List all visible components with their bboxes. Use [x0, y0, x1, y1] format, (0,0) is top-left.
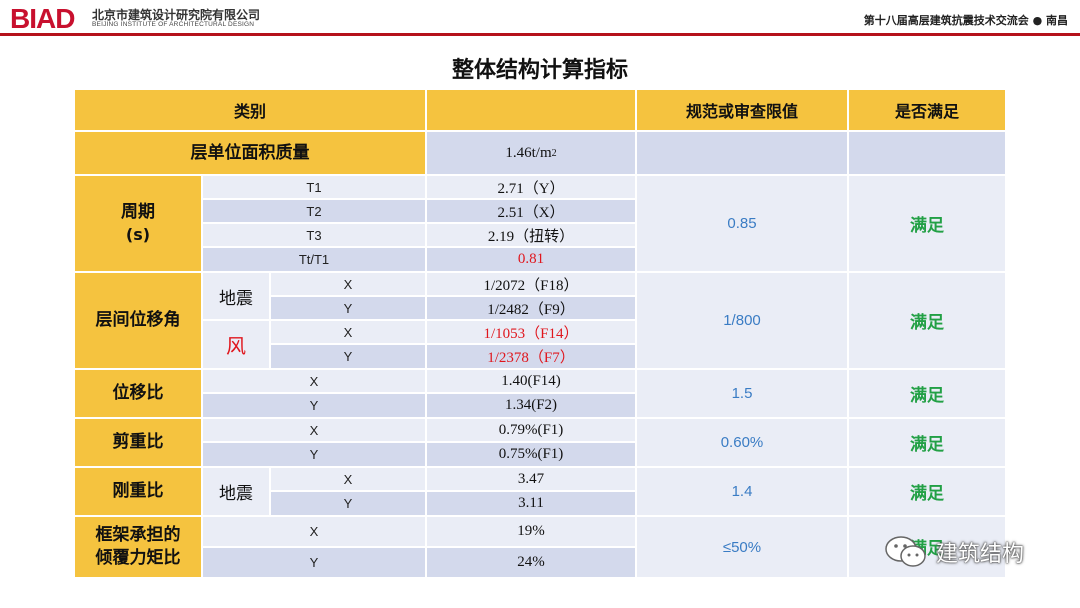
period-sub-t1: T1 [203, 176, 425, 198]
mass-limit-blank [637, 132, 847, 174]
disp-ratio-dir-x: X [203, 370, 425, 392]
disp-ratio-dir-y: Y [203, 394, 425, 417]
drift-dir-eq-x: X [271, 273, 425, 295]
drift-value-eq-x: 1/2072（F18） [427, 273, 635, 295]
stiff-ratio-value-y: 3.11 [427, 492, 635, 515]
shear-ratio-ok: 满足 [849, 419, 1005, 466]
shear-ratio-value-y: 0.75%(F1) [427, 443, 635, 466]
frame-moment-label: 框架承担的 倾覆力矩比 [75, 517, 201, 577]
page-header: BIAD 北京市建筑设计研究院有限公司 BEIJING INSTITUTE OF… [0, 0, 1080, 40]
drift-dir-wind-x: X [271, 321, 425, 343]
period-sub-t2: T2 [203, 200, 425, 222]
disp-ratio-limit: 1.5 [637, 370, 847, 417]
shear-ratio-dir-x: X [203, 419, 425, 441]
drift-limit: 1/800 [637, 273, 847, 368]
stiff-ratio-dir-y: Y [271, 492, 425, 515]
shear-ratio-dir-y: Y [203, 443, 425, 466]
page-title: 整体结构计算指标 [451, 58, 628, 83]
drift-dir-wind-y: Y [271, 345, 425, 368]
frame-moment-dir-y: Y [203, 548, 425, 577]
drift-value-wind-x: 1/1053（F14） [427, 321, 635, 343]
watermark: 建筑结构 [884, 532, 1064, 572]
period-sub-ratio: Tt/T1 [203, 248, 425, 271]
watermark-text: 建筑结构 [936, 542, 1025, 567]
header-limit: 规范或审查限值 [637, 90, 847, 130]
header-divider [0, 33, 1080, 36]
drift-value-eq-y: 1/2482（F9） [427, 297, 635, 319]
stiff-ratio-limit: 1.4 [637, 468, 847, 515]
header-category: 类别 [75, 90, 425, 130]
stiff-ratio-eq-label: 地震 [203, 468, 269, 515]
shear-ratio-label: 剪重比 [75, 419, 201, 466]
stiff-ratio-value-x: 3.47 [427, 468, 635, 490]
mass-value: 1.46t/m 2 [427, 132, 635, 174]
drift-eq-label: 地震 [203, 273, 269, 319]
drift-value-wind-y: 1/2378（F7） [427, 345, 635, 368]
period-value-ratio: 0.81 [427, 248, 635, 271]
wechat-icon [885, 536, 926, 567]
disp-ratio-ok: 满足 [849, 370, 1005, 417]
header-value-blank [427, 90, 635, 130]
stiff-ratio-label: 刚重比 [75, 468, 201, 515]
period-value-t3: 2.19（扭转） [427, 224, 635, 246]
period-label: 周期 (s) [75, 176, 201, 271]
stiff-ratio-dir-x: X [271, 468, 425, 490]
frame-moment-value-y: 24% [427, 548, 635, 577]
disp-ratio-label: 位移比 [75, 370, 201, 417]
org-name-cn: 北京市建筑设计研究院有限公司 [92, 8, 261, 22]
period-value-t1: 2.71（Y） [427, 176, 635, 198]
header-satisfied: 是否满足 [849, 90, 1005, 130]
mass-label: 层单位面积质量 [75, 132, 425, 174]
biad-logo: BIAD [10, 3, 75, 34]
period-limit: 0.85 [637, 176, 847, 271]
period-sub-t3: T3 [203, 224, 425, 246]
period-ok: 满足 [849, 176, 1005, 271]
drift-label: 层间位移角 [75, 273, 201, 368]
conference-title: 第十八届高层建筑抗震技术交流会 ● 南昌 [863, 14, 1068, 27]
stiff-ratio-ok: 满足 [849, 468, 1005, 515]
shear-ratio-value-x: 0.79%(F1) [427, 419, 635, 441]
frame-moment-limit: ≤50% [637, 517, 847, 577]
mass-ok-blank [849, 132, 1005, 174]
frame-moment-dir-x: X [203, 517, 425, 546]
disp-ratio-value-x: 1.40(F14) [427, 370, 635, 392]
frame-moment-ok: 满足 [849, 517, 1005, 577]
drift-dir-eq-y: Y [271, 297, 425, 319]
frame-moment-value-x: 19% [427, 517, 635, 546]
period-value-t2: 2.51（X） [427, 200, 635, 222]
drift-ok: 满足 [849, 273, 1005, 368]
shear-ratio-limit: 0.60% [637, 419, 847, 466]
drift-wind-label: 风 [203, 321, 269, 368]
org-name-en: BEIJING INSTITUTE OF ARCHITECTURAL DESIG… [92, 21, 255, 28]
disp-ratio-value-y: 1.34(F2) [427, 394, 635, 417]
